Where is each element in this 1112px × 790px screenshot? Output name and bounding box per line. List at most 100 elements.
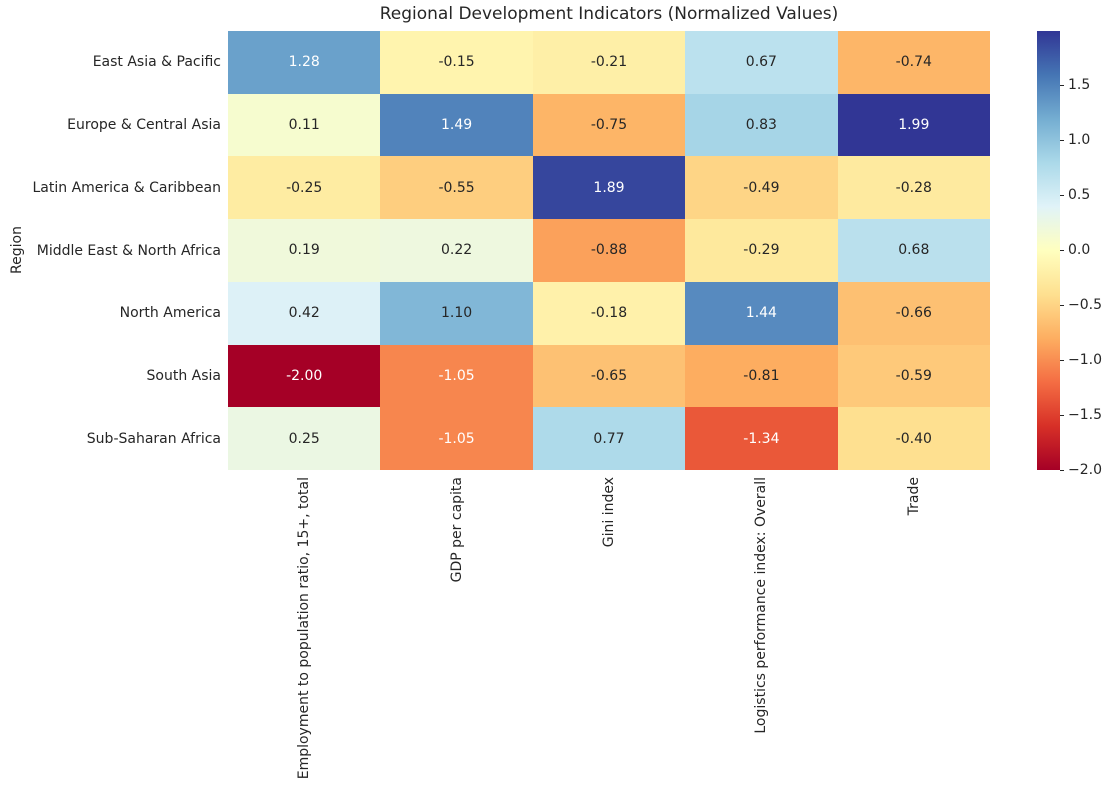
heatmap-cell: 1.99 bbox=[837, 93, 990, 157]
heatmap-cell: -0.25 bbox=[228, 156, 381, 220]
colorbar-tick-label: 1.5 bbox=[1068, 76, 1091, 93]
heatmap-cell: -1.05 bbox=[380, 407, 533, 470]
heatmap-cell: 0.68 bbox=[837, 219, 990, 282]
heatmap-cell: -0.88 bbox=[532, 219, 686, 282]
cell-annotation: -1.05 bbox=[438, 430, 475, 447]
x-tick-label: GDP per capita bbox=[448, 477, 465, 583]
cell-annotation: -0.28 bbox=[895, 179, 932, 196]
colorbar-tick-mark bbox=[1060, 470, 1064, 471]
heatmap-cell: 1.44 bbox=[685, 281, 838, 345]
cell-annotation: -0.88 bbox=[590, 242, 628, 259]
colorbar-tick-mark bbox=[1060, 414, 1064, 416]
heatmap-cell: -0.18 bbox=[532, 281, 686, 345]
heatmap-cell: 0.42 bbox=[228, 281, 381, 345]
x-tick-label-anchor: Employment to population ratio, 15+, tot… bbox=[296, 477, 312, 779]
heatmap-grid: 1.28 -0.15 -0.21 0.67 -0.74 0.11 1.49 -0.75 0.83… bbox=[228, 31, 990, 470]
heatmap-cell: -0.21 bbox=[532, 31, 686, 94]
heatmap-cell: 0.22 bbox=[380, 219, 533, 282]
cell-annotation: -0.25 bbox=[286, 179, 323, 196]
colorbar-tick-mark bbox=[1060, 359, 1064, 361]
y-tick-label: Latin America & Caribbean bbox=[32, 179, 222, 196]
colorbar bbox=[1037, 31, 1060, 470]
colorbar-tick-label: 0.0 bbox=[1068, 241, 1091, 258]
heatmap-cell: 1.49 bbox=[380, 93, 533, 157]
heatmap-cell: 1.28 bbox=[228, 31, 381, 94]
heatmap-cell: 0.19 bbox=[228, 219, 381, 282]
heatmap-cell: 1.10 bbox=[380, 281, 533, 345]
cell-annotation: 0.42 bbox=[288, 305, 320, 322]
cell-annotation: -0.81 bbox=[743, 367, 780, 384]
colorbar-tick-mark bbox=[1060, 249, 1064, 251]
cell-annotation: -0.29 bbox=[743, 242, 780, 259]
heatmap-cell: -0.29 bbox=[685, 219, 838, 282]
cell-annotation: -0.59 bbox=[895, 367, 932, 384]
heatmap-cell: -2.00 bbox=[228, 344, 381, 408]
x-tick-label: Employment to population ratio, 15+, tot… bbox=[296, 477, 313, 780]
heatmap-cell: -1.34 bbox=[685, 407, 838, 470]
heatmap-cell: 0.25 bbox=[228, 407, 381, 470]
colorbar-tick-mark bbox=[1060, 84, 1064, 86]
cell-annotation: -1.05 bbox=[438, 367, 475, 384]
x-tick-label: Trade bbox=[905, 477, 922, 516]
y-tick-label: East Asia & Pacific bbox=[92, 54, 221, 71]
heatmap-cell: -0.28 bbox=[837, 156, 990, 220]
cell-annotation: -0.55 bbox=[438, 179, 475, 196]
y-tick-label: Sub-Saharan Africa bbox=[86, 430, 221, 447]
colorbar-tick-mark bbox=[1060, 139, 1064, 141]
heatmap-cell: 0.11 bbox=[228, 93, 381, 157]
heatmap-cell: -0.66 bbox=[837, 281, 990, 345]
x-tick-label-anchor: GDP per capita bbox=[449, 477, 465, 582]
y-tick-label: South Asia bbox=[146, 367, 221, 384]
heatmap-cell: -0.81 bbox=[685, 344, 838, 408]
heatmap-cell: -0.59 bbox=[837, 344, 990, 408]
cell-annotation: -0.49 bbox=[743, 179, 780, 196]
colorbar-tick-label: −1.0 bbox=[1068, 351, 1102, 368]
colorbar-tick-label: 0.5 bbox=[1068, 186, 1091, 203]
cell-annotation: -0.18 bbox=[590, 305, 628, 322]
x-tick-label: Logistics performance index: Overall bbox=[753, 477, 770, 734]
cell-annotation: 0.25 bbox=[288, 430, 320, 447]
cell-annotation: 1.10 bbox=[441, 305, 473, 322]
cell-annotation: 0.83 bbox=[745, 117, 777, 134]
cell-annotation: -0.40 bbox=[895, 430, 932, 447]
heatmap-cell: -0.49 bbox=[685, 156, 838, 220]
y-tick-label: Middle East & North Africa bbox=[36, 242, 221, 259]
cell-annotation: -0.74 bbox=[895, 54, 932, 71]
cell-annotation: 0.19 bbox=[288, 242, 320, 259]
cell-annotation: -1.34 bbox=[743, 430, 780, 447]
heatmap-cell: -0.74 bbox=[837, 31, 990, 94]
cell-annotation: 1.89 bbox=[593, 179, 625, 196]
cell-annotation: 0.11 bbox=[288, 117, 320, 134]
colorbar-tick-label: −1.5 bbox=[1068, 406, 1102, 423]
heatmap-cell: 0.67 bbox=[685, 31, 838, 94]
colorbar-tick-label: −2.0 bbox=[1068, 462, 1102, 478]
x-tick-label-anchor: Trade bbox=[906, 477, 922, 515]
colorbar-tick-label: 1.0 bbox=[1068, 131, 1091, 148]
cell-annotation: 0.67 bbox=[745, 54, 777, 71]
chart-title: Regional Development Indicators (Normali… bbox=[379, 4, 839, 24]
heatmap-cell: -1.05 bbox=[380, 344, 533, 408]
cell-annotation: -0.15 bbox=[438, 54, 475, 71]
heatmap-cell: -0.40 bbox=[837, 407, 990, 470]
colorbar-tick-label: −0.5 bbox=[1068, 296, 1102, 313]
heatmap-cell: -0.15 bbox=[380, 31, 533, 94]
cell-annotation: 1.44 bbox=[745, 305, 777, 322]
x-tick-label-anchor: Logistics performance index: Overall bbox=[753, 477, 769, 734]
heatmap-cell: -0.55 bbox=[380, 156, 533, 220]
cell-annotation: 1.28 bbox=[288, 54, 320, 71]
y-tick-label: Europe & Central Asia bbox=[67, 117, 221, 134]
cell-annotation: 1.99 bbox=[898, 117, 930, 134]
heatmap-cell: -0.75 bbox=[532, 93, 686, 157]
heatmap-cell: -0.65 bbox=[532, 344, 686, 408]
cell-annotation: -0.65 bbox=[590, 367, 628, 384]
cell-annotation: -0.66 bbox=[895, 305, 932, 322]
cell-annotation: 1.49 bbox=[441, 117, 473, 134]
colorbar-tick-mark bbox=[1060, 304, 1064, 306]
y-tick-label: North America bbox=[119, 305, 221, 322]
cell-annotation: -0.75 bbox=[590, 117, 628, 134]
heatmap-cell: 0.77 bbox=[532, 407, 686, 470]
heatmap-cell: 0.83 bbox=[685, 93, 838, 157]
cell-annotation: 0.22 bbox=[441, 242, 473, 259]
heatmap-cell: 1.89 bbox=[532, 156, 686, 220]
